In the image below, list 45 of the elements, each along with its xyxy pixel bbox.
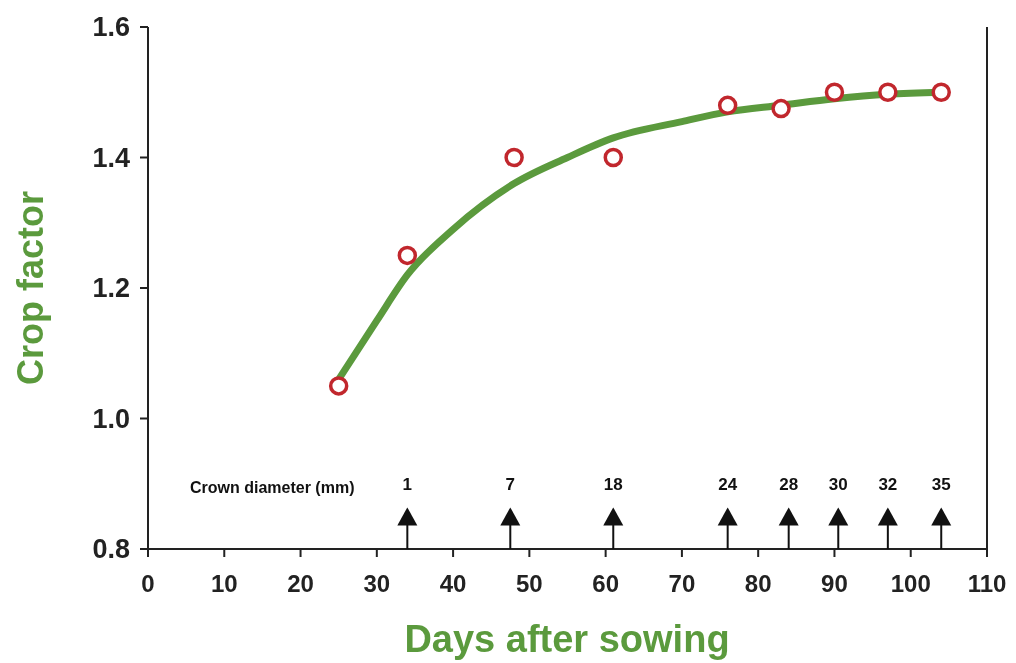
annotation: 18: [603, 475, 623, 495]
point: [771, 98, 791, 119]
point: [931, 507, 952, 526]
x-tick-label: 50: [516, 570, 543, 597]
x-tick-label: 40: [439, 570, 467, 597]
point: [824, 82, 845, 102]
y-tick-label: 0.8: [92, 534, 130, 565]
point: [500, 507, 521, 526]
annotation: 24: [718, 475, 738, 495]
y-axis-title: Crop factor: [10, 190, 51, 386]
x-tick-label: 100: [890, 570, 931, 597]
x-axis-title: Days after sowing: [404, 618, 730, 660]
point: [603, 147, 624, 168]
point: [397, 245, 418, 266]
annotation: 30: [828, 475, 848, 495]
x-tick-label: 80: [744, 570, 772, 597]
annotation: 35: [931, 475, 951, 495]
x-tick-label: 20: [287, 570, 314, 597]
y-tick-label: 1.2: [92, 273, 130, 304]
point: [717, 95, 738, 116]
x-tick-label: 70: [668, 570, 696, 597]
point: [878, 82, 898, 102]
x-tick-label: 30: [363, 570, 391, 597]
point: [603, 507, 624, 526]
x-tick-label: 60: [592, 570, 619, 597]
point: [828, 507, 849, 526]
point: [877, 507, 898, 526]
point: [504, 147, 524, 168]
annotation: Crown diameter (mm): [190, 479, 355, 496]
annotation: 1: [402, 475, 413, 495]
annotation: 7: [505, 475, 516, 495]
point: [778, 507, 799, 526]
point: [931, 82, 951, 102]
x-tick-label: 110: [967, 570, 1007, 597]
x-tick-label: 10: [210, 570, 238, 597]
annotation: 32: [878, 475, 898, 495]
point: [717, 507, 738, 526]
y-tick-label: 1.4: [92, 142, 130, 173]
x-tick-label: 0: [141, 570, 155, 597]
y-tick-label: 1.6: [92, 12, 130, 43]
point: [397, 507, 418, 526]
point: [328, 376, 349, 396]
y-tick-label: 1.0: [92, 403, 130, 434]
x-tick-label: 90: [821, 570, 848, 597]
annotation: 28: [779, 475, 799, 495]
